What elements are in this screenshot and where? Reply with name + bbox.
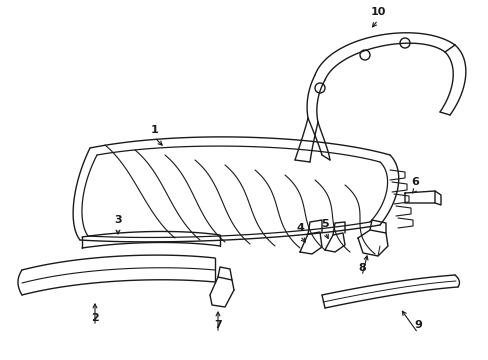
Text: 5: 5 [321, 219, 328, 229]
Text: 7: 7 [214, 320, 222, 330]
Text: 8: 8 [357, 263, 365, 273]
Text: 1: 1 [151, 125, 159, 135]
Text: 10: 10 [369, 7, 385, 17]
Text: 3: 3 [114, 215, 122, 225]
Text: 6: 6 [410, 177, 418, 187]
Text: 9: 9 [413, 320, 421, 330]
Text: 2: 2 [91, 313, 99, 323]
Text: 4: 4 [295, 223, 304, 233]
